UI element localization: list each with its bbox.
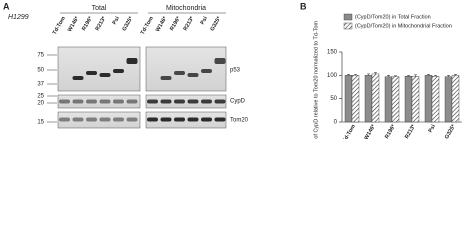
bar (404, 76, 413, 123)
cypd-band (174, 99, 185, 104)
bar (444, 76, 453, 123)
legend-swatch (343, 13, 353, 21)
bar (384, 76, 393, 123)
x-tick-label: G325* (444, 123, 457, 139)
bar (364, 75, 373, 123)
tom20-band (59, 117, 70, 122)
blot-p53-mito (145, 46, 227, 92)
blot-tom20-mito (145, 111, 227, 129)
lane-label: R196* (169, 15, 182, 32)
x-tick-label: Td-Tom (342, 124, 357, 139)
tom20-band (201, 117, 212, 122)
y-tick-label: 0 (334, 120, 338, 126)
p53-band (201, 69, 212, 73)
p53-band (126, 58, 138, 64)
x-tick-label: W146* (364, 123, 378, 139)
blot-tom20-total (57, 111, 141, 129)
cypd-band (147, 99, 158, 104)
tom20-band (160, 117, 172, 122)
lane-label: R196* (81, 15, 94, 32)
bar (451, 75, 460, 123)
lane-label: Psi (112, 15, 122, 26)
cypd-band (214, 99, 226, 104)
y-axis-label: Amount of CypD relative to Tom20 normali… (313, 20, 319, 139)
cypd-band (201, 99, 212, 104)
x-tick-label: Psi (428, 123, 438, 134)
cell-line: H1299 (8, 14, 29, 21)
marker-label: 25 (37, 94, 44, 100)
lane-label: R213* (95, 15, 108, 32)
cypd-band (99, 99, 111, 104)
bar (424, 75, 433, 123)
p53-band (99, 73, 111, 77)
blot-p53-total (57, 46, 141, 92)
legend-swatch (343, 22, 353, 30)
p53-band (187, 73, 199, 77)
p53-band (174, 71, 185, 75)
cypd-band (86, 99, 97, 104)
bar (411, 76, 420, 123)
marker-label: 15 (37, 120, 44, 126)
tom20-band (147, 117, 158, 122)
tom20-band (113, 117, 124, 122)
marker-label: 75 (37, 53, 44, 59)
y-tick-label: 150 (327, 50, 338, 56)
tom20-band (187, 117, 199, 122)
tom20-band (72, 117, 84, 122)
p53-band (160, 76, 172, 80)
x-tick-label: R213* (404, 123, 417, 139)
tom20-band (126, 117, 138, 122)
lane-label: G325* (121, 15, 134, 32)
lane-label: Td-Tom (52, 16, 67, 36)
marker-label: 37 (37, 82, 44, 88)
x-tick-label: R196* (384, 123, 397, 139)
protein-label: Tom20 (230, 118, 249, 124)
lane-label: W146* (155, 15, 169, 33)
marker-label: 50 (37, 68, 44, 74)
protein-label: CypD (230, 99, 246, 105)
cypd-band (126, 99, 138, 104)
tom20-band (99, 117, 111, 122)
cypd-band (113, 99, 124, 104)
tom20-band (174, 117, 185, 122)
panel-label: A (3, 1, 10, 11)
lane-label: W146* (67, 15, 81, 33)
tom20-band (86, 117, 97, 122)
y-tick-label: 50 (330, 96, 337, 102)
bar (351, 75, 360, 123)
lane-label: Psi (200, 15, 210, 26)
p53-band (113, 69, 124, 73)
bar (431, 76, 440, 123)
cypd-band (72, 99, 84, 104)
bar (344, 75, 353, 123)
bar (371, 73, 380, 123)
tom20-band (214, 117, 226, 122)
p53-band (214, 58, 226, 64)
lane-label: Td-Tom (140, 16, 155, 36)
blot-cypd-total (57, 94, 141, 109)
p53-band (72, 76, 84, 80)
protein-label: p53 (230, 68, 241, 74)
group-label: Total (92, 5, 107, 12)
lane-label: R213* (183, 15, 196, 32)
panel-label: B (300, 1, 307, 11)
y-tick-label: 100 (327, 73, 338, 79)
cypd-band (160, 99, 172, 104)
blot-cypd-mito (145, 94, 227, 109)
legend-label: (CypD/Tom20) in Total Fraction (355, 14, 431, 20)
cypd-band (187, 99, 199, 104)
lane-label: G325* (209, 15, 222, 32)
p53-band (86, 71, 97, 75)
marker-label: 20 (37, 101, 44, 107)
group-label: Mitochondria (166, 5, 206, 12)
cypd-band (59, 99, 70, 104)
legend-label: (CypD/Tom20) in Mitochondrial Fraction (355, 23, 452, 29)
bar (391, 76, 400, 123)
